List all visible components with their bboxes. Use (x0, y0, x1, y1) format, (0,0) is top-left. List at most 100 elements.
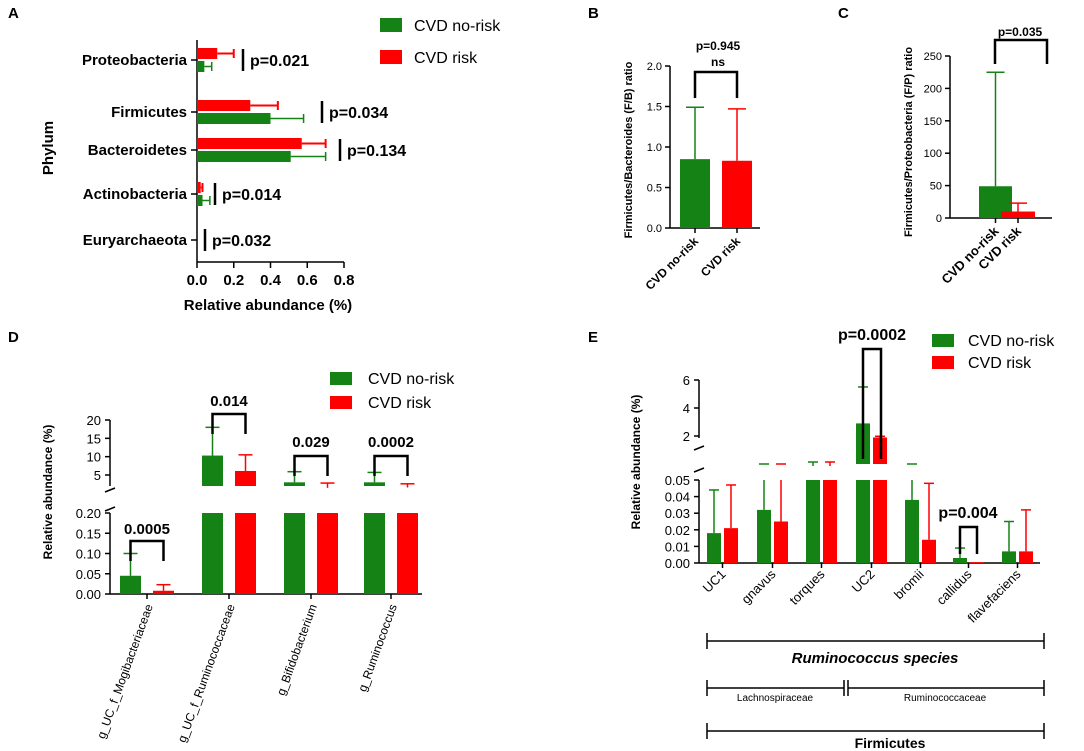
legend-swatch-risk (330, 396, 352, 409)
bar-risk (235, 470, 256, 486)
bar-no-risk (806, 480, 820, 563)
category-label: bromii (891, 566, 927, 602)
legend-swatch-risk (380, 50, 402, 64)
bracket-ruminococcus-species: Ruminococcus species (792, 650, 959, 667)
category-label: Bacteroidetes (88, 142, 187, 159)
pvalue-label: p=0.021 (250, 53, 309, 70)
panel-c-label: C (838, 5, 849, 22)
category-label: CVD risk (698, 234, 744, 280)
bar-risk (873, 480, 887, 563)
category-label: UC2 (849, 567, 878, 596)
panel-a-ylabel: Phylum (40, 121, 57, 175)
panel-b-ns: ns (711, 55, 725, 69)
y-tick-label: 15 (87, 431, 101, 446)
pvalue-label: 0.029 (292, 434, 330, 451)
panel-c-pvalue: p=0.035 (998, 25, 1043, 39)
y-tick-label: 0.04 (665, 490, 690, 505)
y-tick-label: 10 (87, 450, 101, 465)
panel-e-ylabel: Relative abundance (%) (629, 395, 643, 530)
y-tick-label: 0.15 (76, 526, 101, 541)
axis-break (693, 445, 705, 451)
bar-risk (970, 562, 984, 563)
bracket-ruminococcaceae: Ruminococcaceae (904, 693, 987, 704)
category-label: g_UC_f_Ruminococcaceae (175, 602, 238, 744)
category-label: Euryarchaeota (83, 232, 188, 249)
panel-e-brackets: Ruminococcus species Lachnospiraceae Rum… (706, 633, 1045, 751)
bar-no-risk (1002, 551, 1016, 563)
bar-no-risk (680, 159, 710, 228)
y-tick-label: 0.02 (665, 523, 690, 538)
category-label: gnavus (738, 566, 779, 607)
legend-swatch-no-risk (330, 372, 352, 385)
bar-risk (397, 513, 418, 594)
bar-no-risk (197, 113, 271, 124)
legend-label-risk: CVD risk (968, 355, 1032, 372)
y-tick-label: 5 (94, 468, 101, 483)
legend-label-risk: CVD risk (368, 395, 432, 412)
panel-d: D Relative abundance (%) CVD no-risk CVD… (8, 329, 455, 744)
bar-risk (153, 590, 174, 594)
bar-no-risk (364, 513, 385, 594)
y-tick-label: 0.05 (76, 567, 101, 582)
legend-label-no-risk: CVD no-risk (368, 371, 455, 388)
x-tick-label: 0.2 (223, 272, 244, 289)
y-tick-label: 1.0 (647, 142, 662, 154)
bar-no-risk (197, 151, 291, 162)
panel-a: A Phylum Relative abundance (%) CVD no-r… (8, 5, 501, 314)
panel-a-plot: 0.0 0.2 0.4 0.6 0.8 Proteobacteria p=0.021 Firm… (82, 40, 406, 289)
y-tick-label: 0.0 (647, 223, 662, 235)
bar-risk (922, 539, 936, 563)
category-label: Firmicutes (111, 104, 187, 121)
y-tick-label: 250 (924, 51, 942, 63)
category-label: Actinobacteria (83, 186, 188, 203)
significance-bracket (211, 412, 247, 434)
y-tick-label: 6 (683, 373, 690, 388)
pvalue-label: p=0.014 (222, 187, 281, 204)
bracket-lachnospiraceae: Lachnospiraceae (737, 693, 814, 704)
panel-a-legend: CVD no-risk CVD risk (380, 18, 501, 67)
legend-swatch-risk (932, 356, 954, 369)
bar-no-risk (284, 513, 305, 594)
panel-d-legend: CVD no-risk CVD risk (330, 371, 455, 412)
panel-b-label: B (588, 5, 599, 22)
legend-label-risk: CVD risk (414, 50, 478, 67)
bar-risk (722, 160, 752, 228)
significance-bracket (861, 347, 883, 459)
panel-d-ylabel: Relative abundance (%) (41, 425, 55, 560)
panel-d-label: D (8, 329, 19, 346)
panel-c: C Firmicutes/Proteobacteria (F/P) ratio … (838, 5, 1052, 287)
legend-label-no-risk: CVD no-risk (968, 333, 1055, 350)
y-tick-label: 0.05 (665, 473, 690, 488)
significance-bracket (693, 70, 739, 98)
panel-b-pvalue: p=0.945 (696, 39, 741, 53)
y-tick-label: 0.00 (665, 556, 690, 571)
category-label: g_Bifidobacterium (274, 602, 320, 697)
panel-b: B Firmicutes/Bacteroides (F/B) ratio p=0… (588, 5, 760, 293)
bar-no-risk (197, 61, 205, 72)
category-label: flavefaciens (964, 566, 1024, 626)
x-tick-label: 0.6 (297, 272, 318, 289)
y-tick-label: 100 (924, 148, 942, 160)
y-tick-label: 0.20 (76, 506, 101, 521)
bar-no-risk (707, 533, 721, 563)
y-tick-label: 4 (683, 401, 690, 416)
legend-swatch-no-risk (380, 18, 402, 32)
bar-no-risk (202, 455, 223, 486)
y-tick-label: 0.10 (76, 547, 101, 562)
axis-break (693, 467, 705, 473)
category-label: g_UC_f_Mogibacteriaceae (94, 602, 156, 741)
panel-c-ylabel: Firmicutes/Proteobacteria (F/P) ratio (903, 47, 915, 237)
category-label: g_Ruminococcus (355, 602, 400, 693)
pvalue-label: p=0.0002 (838, 327, 906, 344)
panel-a-xlabel: Relative abundance (%) (184, 297, 352, 314)
significance-bracket (993, 38, 1049, 64)
category-label: Proteobacteria (82, 52, 188, 69)
panel-d-plot: 5 10 15 20 0.00 0.05 0.10 0.15 0.20 g_UC_f_Mogiba… (76, 393, 422, 744)
category-label: torques (786, 566, 828, 608)
bar-no-risk (757, 509, 771, 563)
y-tick-label: 0.5 (647, 183, 662, 195)
pvalue-label: p=0.134 (347, 143, 406, 160)
